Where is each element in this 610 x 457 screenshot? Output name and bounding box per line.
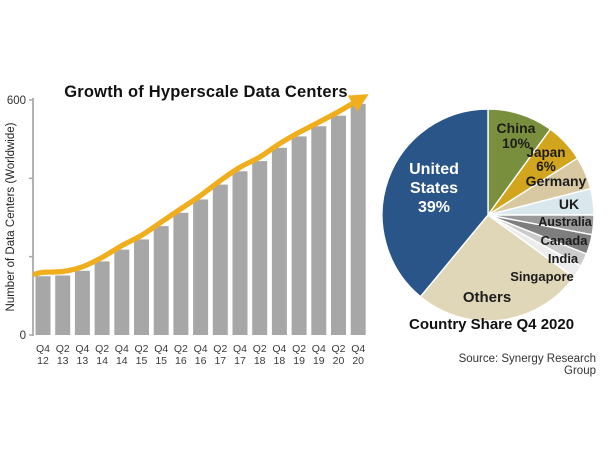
bar-Q4-18	[271, 147, 287, 335]
pie-label-australia: Australia	[538, 215, 592, 229]
x-tick-quarter: Q2	[174, 343, 188, 355]
x-tick-year: 14	[96, 355, 108, 367]
x-tick-year: 15	[155, 355, 167, 367]
pie-label-others: Others	[462, 289, 512, 306]
pie-label-singapore: Singapore	[510, 269, 574, 284]
pie-label-japan-text: Japan	[526, 145, 566, 160]
bar-Q2-20	[331, 115, 346, 336]
x-tick-year: 17	[214, 355, 226, 367]
x-tick-year: 15	[136, 355, 148, 367]
bar-Q2-17	[212, 184, 228, 335]
bar-Q2-18	[252, 161, 268, 335]
bar-Q2-13	[55, 275, 71, 335]
bar-chart: 6000Q412Q213Q413Q214Q414Q215Q415Q216Q416…	[7, 94, 369, 367]
pie-slice-others	[419, 214, 575, 322]
x-tick-quarter: Q4	[36, 343, 50, 355]
x-tick-quarter: Q4	[272, 343, 286, 355]
pie-chart	[381, 108, 595, 322]
x-tick-quarter: Q4	[351, 343, 365, 355]
bar-Q4-17	[232, 171, 248, 335]
x-tick-quarter: Q4	[154, 343, 168, 355]
x-tick-year: 19	[293, 355, 305, 367]
source-attribution: Source: Synergy Research Group	[458, 353, 596, 377]
x-tick-quarter: Q2	[213, 343, 227, 355]
pie-label-china-pct: 10%	[501, 135, 531, 151]
pie-label-india: India	[547, 251, 579, 266]
x-tick-year: 17	[234, 355, 246, 367]
x-tick-quarter: Q2	[253, 343, 267, 355]
bar-Q4-13	[74, 270, 90, 335]
pie-label-canada: Canada	[540, 233, 588, 248]
bar-chart-title: Growth of Hyperscale Data Centers	[64, 83, 348, 101]
bar-Q4-20	[350, 103, 366, 336]
growth-trend-arrow	[32, 94, 369, 277]
x-tick-quarter: Q4	[233, 343, 247, 355]
pie-label-germany: Germany	[525, 173, 587, 189]
x-tick-quarter: Q4	[75, 343, 89, 355]
x-tick-quarter: Q2	[56, 343, 70, 355]
bar-Q2-15	[134, 239, 149, 335]
x-tick-year: 20	[352, 355, 364, 367]
x-tick-year: 13	[77, 355, 89, 367]
x-tick-year: 19	[313, 355, 325, 367]
x-tick-quarter: Q4	[115, 343, 129, 355]
pie-label-china-text: China	[496, 120, 536, 136]
x-tick-year: 16	[195, 355, 207, 367]
pie-label-japan-pct: 6%	[536, 159, 556, 174]
x-tick-year: 14	[116, 355, 128, 367]
pie-label-united-states-pct: 39%	[417, 199, 451, 216]
bar-Q4-14	[114, 249, 130, 335]
x-tick-quarter: Q4	[194, 343, 208, 355]
pie-label-uk: UK	[558, 196, 580, 212]
bar-Q4-16	[193, 199, 209, 335]
bar-Q4-19	[311, 126, 327, 335]
x-tick-quarter: Q2	[331, 343, 345, 355]
x-tick-quarter: Q2	[95, 343, 109, 355]
x-tick-year: 13	[57, 355, 69, 367]
x-tick-quarter: Q4	[312, 343, 326, 355]
x-tick-year: 20	[333, 355, 345, 367]
x-tick-year: 16	[175, 355, 187, 367]
pie-chart-caption: Country Share Q4 2020	[409, 316, 575, 333]
bar-Q2-19	[291, 136, 307, 335]
bar-Q4-15	[153, 226, 169, 335]
pie-label-japan: Japan 6%	[516, 146, 576, 174]
x-tick-year: 18	[274, 355, 286, 367]
x-tick-year: 18	[254, 355, 266, 367]
pie-slice-united-states	[381, 108, 489, 298]
x-tick-quarter: Q2	[292, 343, 306, 355]
y-tick-label: 600	[7, 95, 26, 107]
bar-Q2-16	[173, 212, 189, 335]
bar-Q2-14	[94, 261, 110, 335]
bar-Q4-12	[35, 276, 51, 335]
pie-label-united-states-text: United States	[409, 161, 459, 197]
x-tick-quarter: Q2	[134, 343, 148, 355]
y-tick-label: 0	[20, 330, 26, 342]
x-tick-year: 12	[37, 355, 49, 367]
pie-label-china: China 10%	[486, 121, 546, 151]
pie-label-united-states: United States 39%	[392, 160, 476, 217]
